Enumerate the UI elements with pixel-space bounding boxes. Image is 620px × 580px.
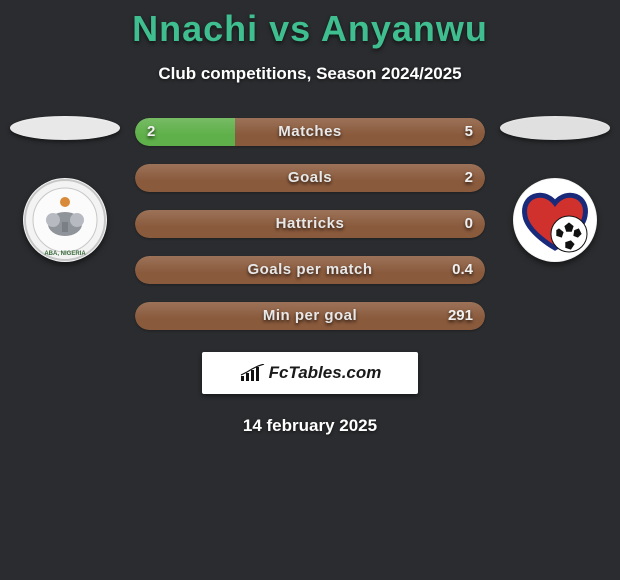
bar-label: Matches — [135, 118, 485, 146]
right-pill — [500, 116, 610, 140]
enyimba-logo-icon: ABA, NIGERIA — [23, 178, 107, 262]
stat-bars: Matches25Goals2Hattricks0Goals per match… — [135, 118, 485, 330]
brand-text: FcTables.com — [269, 363, 382, 383]
bar-label: Min per goal — [135, 302, 485, 330]
stat-bar: Matches2 5 — [135, 118, 485, 146]
bar-value-right: 0 — [465, 210, 473, 238]
bar-label: Goals — [135, 164, 485, 192]
date-text: 14 february 2025 — [0, 416, 620, 436]
stat-bar: Hattricks0 — [135, 210, 485, 238]
vs-text: vs — [269, 8, 311, 49]
stat-bar: Min per goal291 — [135, 302, 485, 330]
player-left-name: Nnachi — [132, 8, 258, 49]
bar-value-right: 291 — [448, 302, 473, 330]
bar-value-right: 0.4 — [452, 256, 473, 284]
bar-chart-icon — [239, 364, 267, 382]
heartland-logo-icon — [513, 178, 597, 262]
left-pill — [10, 116, 120, 140]
bar-label: Hattricks — [135, 210, 485, 238]
right-club-logo — [513, 178, 597, 262]
bar-value-right: 2 — [465, 164, 473, 192]
stat-bar: Goals2 — [135, 164, 485, 192]
subtitle: Club competitions, Season 2024/2025 — [0, 64, 620, 84]
player-right-name: Anyanwu — [321, 8, 488, 49]
bar-label: Goals per match — [135, 256, 485, 284]
page-title: Nnachi vs Anyanwu — [0, 8, 620, 50]
comparison-content: ABA, NIGERIA Matches25Goals2Hattricks0Go… — [0, 114, 620, 330]
bar-value-right: 5 — [465, 118, 473, 146]
bar-value-left: 2 — [147, 118, 155, 146]
left-side: ABA, NIGERIA — [5, 114, 125, 262]
stat-bar: Goals per match0.4 — [135, 256, 485, 284]
left-club-logo: ABA, NIGERIA — [23, 178, 107, 262]
right-side — [495, 114, 615, 262]
svg-text:ABA, NIGERIA: ABA, NIGERIA — [44, 251, 86, 257]
brand-badge: FcTables.com — [202, 352, 418, 394]
